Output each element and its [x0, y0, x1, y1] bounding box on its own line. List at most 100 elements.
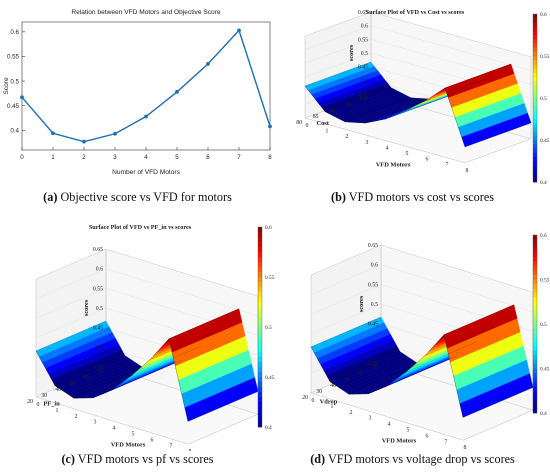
colorbar-segment: [533, 30, 537, 36]
x-tick-label: 1: [326, 129, 329, 135]
colorbar-segment: [533, 47, 537, 53]
y-tick-label: 50: [69, 381, 75, 387]
grid-line: [304, 52, 372, 78]
x-tick-label: 2: [350, 410, 353, 416]
colorbar-frame: [257, 226, 263, 428]
y-tick-label: 70: [97, 369, 103, 375]
x-tick-label: 0: [37, 402, 40, 408]
grid-line: [35, 307, 107, 339]
colorbar-segment: [533, 386, 537, 392]
y-tick-label: 40: [55, 387, 61, 393]
colorbar-tick-label: 0.45: [265, 375, 275, 381]
grid-line: [310, 264, 382, 295]
colorbar-tick-label: 0.5: [540, 96, 547, 102]
colorbar-segment: [533, 165, 537, 170]
y-axis-label: PF_in: [43, 401, 60, 408]
x-tick-label: 7: [237, 154, 241, 161]
mesh-line: [304, 61, 372, 87]
z-tick-label: 0.4: [371, 341, 378, 347]
colorbar-segment: [533, 114, 537, 120]
y-tick-label: 20: [27, 399, 33, 405]
y-tick-label: 70: [372, 365, 378, 371]
chart-title: Relation between VFD Motors and Objectiv…: [71, 9, 220, 16]
colorbar-segment: [533, 39, 537, 44]
z-tick-label: 0.55: [358, 37, 368, 43]
x-tick-label: 1: [56, 408, 59, 414]
colorbar-segment: [533, 135, 537, 141]
colorbar-segment: [533, 306, 537, 312]
colorbar-segment: [533, 315, 537, 320]
colorbar-segment: [533, 68, 537, 74]
colorbar-segment: [533, 310, 537, 316]
x-tick-label: 8: [464, 445, 467, 451]
colorbar-segment: [258, 297, 262, 303]
caption-d-letter: (d): [310, 452, 326, 466]
x-axis-label: Number of VFD Motors: [112, 169, 180, 176]
z-tick-label: 0.6: [371, 263, 378, 269]
y-tick-label: 20: [302, 395, 308, 401]
colorbar-segment: [533, 337, 537, 343]
x-tick-label: 6: [426, 433, 429, 439]
colorbar-segment: [258, 312, 262, 318]
x-tick-label: 8: [189, 449, 192, 451]
colorbar-tick-label: 0.45: [540, 138, 550, 144]
surface-plot-vdrop: 0.35 0.4 0.45 0.5 0.55 0.6 0.65 scores 0 1 2 3 4 5 6 7 8…: [302, 233, 550, 451]
z-axis-label: scores: [348, 44, 355, 61]
colorbar-segment: [258, 392, 262, 398]
grid-line: [380, 264, 534, 313]
caption-c-letter: (c): [61, 452, 75, 466]
z-axis-label: scores: [83, 299, 90, 316]
mesh-line: [443, 304, 515, 335]
x-tick-label: 7: [445, 439, 448, 445]
colorbar-segment: [533, 404, 537, 409]
colorbar-segment: [258, 407, 262, 413]
z-axis-label: scores: [358, 295, 365, 312]
line-chart: Relation between VFD Motors and Objectiv…: [3, 9, 272, 176]
colorbar-segment: [258, 327, 262, 333]
caption-d-text: VFD motors vs voltage drop vs scores: [327, 452, 515, 466]
x-tick-label: 1: [331, 404, 334, 410]
colorbar-tick-label: 0.55: [540, 54, 550, 60]
data-point: [51, 131, 55, 136]
y-tick-label: 60: [83, 375, 89, 381]
colorbar-segment: [533, 328, 537, 334]
colorbar-segment: [533, 85, 537, 90]
colorbar-tick-label: 0.4: [540, 180, 547, 186]
data-point: [144, 114, 148, 119]
z-tick-label: 0.5: [96, 306, 103, 312]
colorbar-segment: [533, 332, 537, 338]
colorbar-segment: [533, 283, 537, 289]
colorbar-segment: [258, 382, 262, 388]
x-tick-label: 1: [51, 154, 55, 161]
mesh-line: [130, 345, 202, 377]
colorbar-segment: [533, 395, 537, 401]
grid-line: [310, 284, 382, 315]
mesh-line: [444, 63, 512, 89]
y-axis-label: Vdrop: [320, 399, 338, 406]
colorbar-segment: [258, 422, 262, 428]
colorbar-segment: [533, 288, 537, 294]
mesh-line: [405, 341, 477, 373]
caption-a: (a) Objective score vs VFD for motors: [0, 190, 275, 205]
colorbar-segment: [533, 368, 537, 374]
mesh-line: [424, 325, 496, 356]
caption-d: (d) VFD motors vs voltage drop vs scores: [275, 452, 550, 467]
colorbar-segment: [533, 390, 537, 396]
colorbar-segment: [258, 417, 262, 423]
colorbar-segment: [533, 64, 537, 69]
x-tick-label: 4: [113, 426, 116, 432]
panel-c: 0.35 0.4 0.45 0.5 0.55 0.6 0.65 scores 0 1 2 3 4 5 6 7 8…: [0, 215, 275, 472]
colorbar-tick-label: 0.5: [540, 322, 547, 328]
colorbar-segment: [533, 26, 537, 32]
caption-c-text: VFD motors vs pf vs scores: [77, 452, 214, 466]
colorbar-segment: [533, 292, 537, 298]
mesh-line: [462, 387, 534, 418]
chart-title: Surface Plot of VFD vs Cost vs scores: [366, 9, 465, 16]
mesh-line: [168, 308, 240, 339]
chart-title: Surface Plot of VFD vs PF_in vs scores: [89, 224, 192, 231]
z-tick-label: 0.6: [96, 267, 103, 273]
mesh-line: [424, 76, 492, 102]
colorbar-segment: [533, 301, 537, 307]
colorbar-segment: [533, 341, 537, 347]
colorbar-segment: [533, 239, 537, 245]
